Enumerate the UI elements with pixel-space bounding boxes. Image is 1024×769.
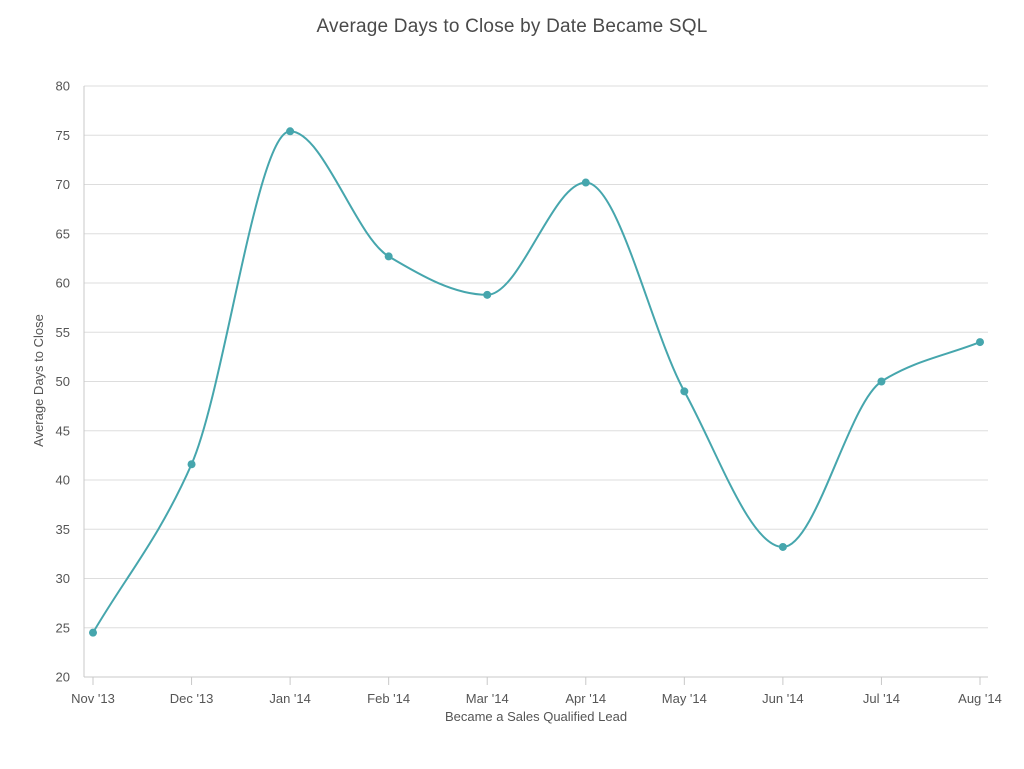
y-tick-label: 45 bbox=[56, 423, 70, 438]
data-point[interactable] bbox=[778, 542, 787, 551]
data-point[interactable] bbox=[89, 628, 97, 637]
data-point[interactable] bbox=[581, 178, 590, 187]
y-axis-title: Average Days to Close bbox=[31, 314, 46, 447]
gridlines bbox=[84, 85, 988, 629]
x-tick-label: May '14 bbox=[662, 691, 707, 706]
y-tick-label: 75 bbox=[56, 128, 70, 143]
series-line bbox=[92, 130, 981, 634]
data-point[interactable] bbox=[976, 338, 984, 347]
data-point[interactable] bbox=[286, 127, 295, 136]
x-tick-label: Dec '13 bbox=[170, 691, 214, 706]
x-tick-label: Jul '14 bbox=[863, 691, 900, 706]
data-point[interactable] bbox=[187, 460, 196, 469]
y-tick-label: 80 bbox=[56, 79, 70, 94]
y-tick-label: 60 bbox=[56, 276, 70, 291]
x-tick-label: Jan '14 bbox=[269, 691, 311, 706]
data-point[interactable] bbox=[877, 377, 886, 386]
x-tick-label: Jun '14 bbox=[762, 691, 804, 706]
y-tick-label: 20 bbox=[56, 670, 70, 685]
y-tick-label: 70 bbox=[56, 177, 70, 192]
data-point[interactable] bbox=[680, 387, 689, 396]
chart-title: Average Days to Close by Date Became SQL bbox=[316, 16, 708, 37]
x-axis-title: Became a Sales Qualified Lead bbox=[445, 709, 627, 724]
x-tick-label: Aug '14 bbox=[958, 691, 1002, 706]
data-point[interactable] bbox=[483, 290, 492, 299]
data-point[interactable] bbox=[384, 252, 393, 261]
x-tick-label: Nov '13 bbox=[71, 691, 115, 706]
x-tick-label: Mar '14 bbox=[466, 691, 509, 706]
axes: 20 25 30 35 40 45 50 55 60 65 70 75 80 Nov '13 Dec '13… bbox=[56, 79, 1002, 707]
y-tick-label: 30 bbox=[56, 571, 70, 586]
y-tick-label: 50 bbox=[56, 374, 70, 389]
y-tick-label: 65 bbox=[56, 226, 70, 241]
y-tick-label: 35 bbox=[56, 522, 70, 537]
data-points bbox=[89, 127, 984, 637]
x-tick-label: Apr '14 bbox=[565, 691, 606, 706]
y-tick-label: 25 bbox=[56, 620, 70, 635]
y-tick-label: 55 bbox=[56, 325, 70, 340]
y-tick-label: 40 bbox=[56, 473, 70, 488]
x-tick-label: Feb '14 bbox=[367, 691, 410, 706]
